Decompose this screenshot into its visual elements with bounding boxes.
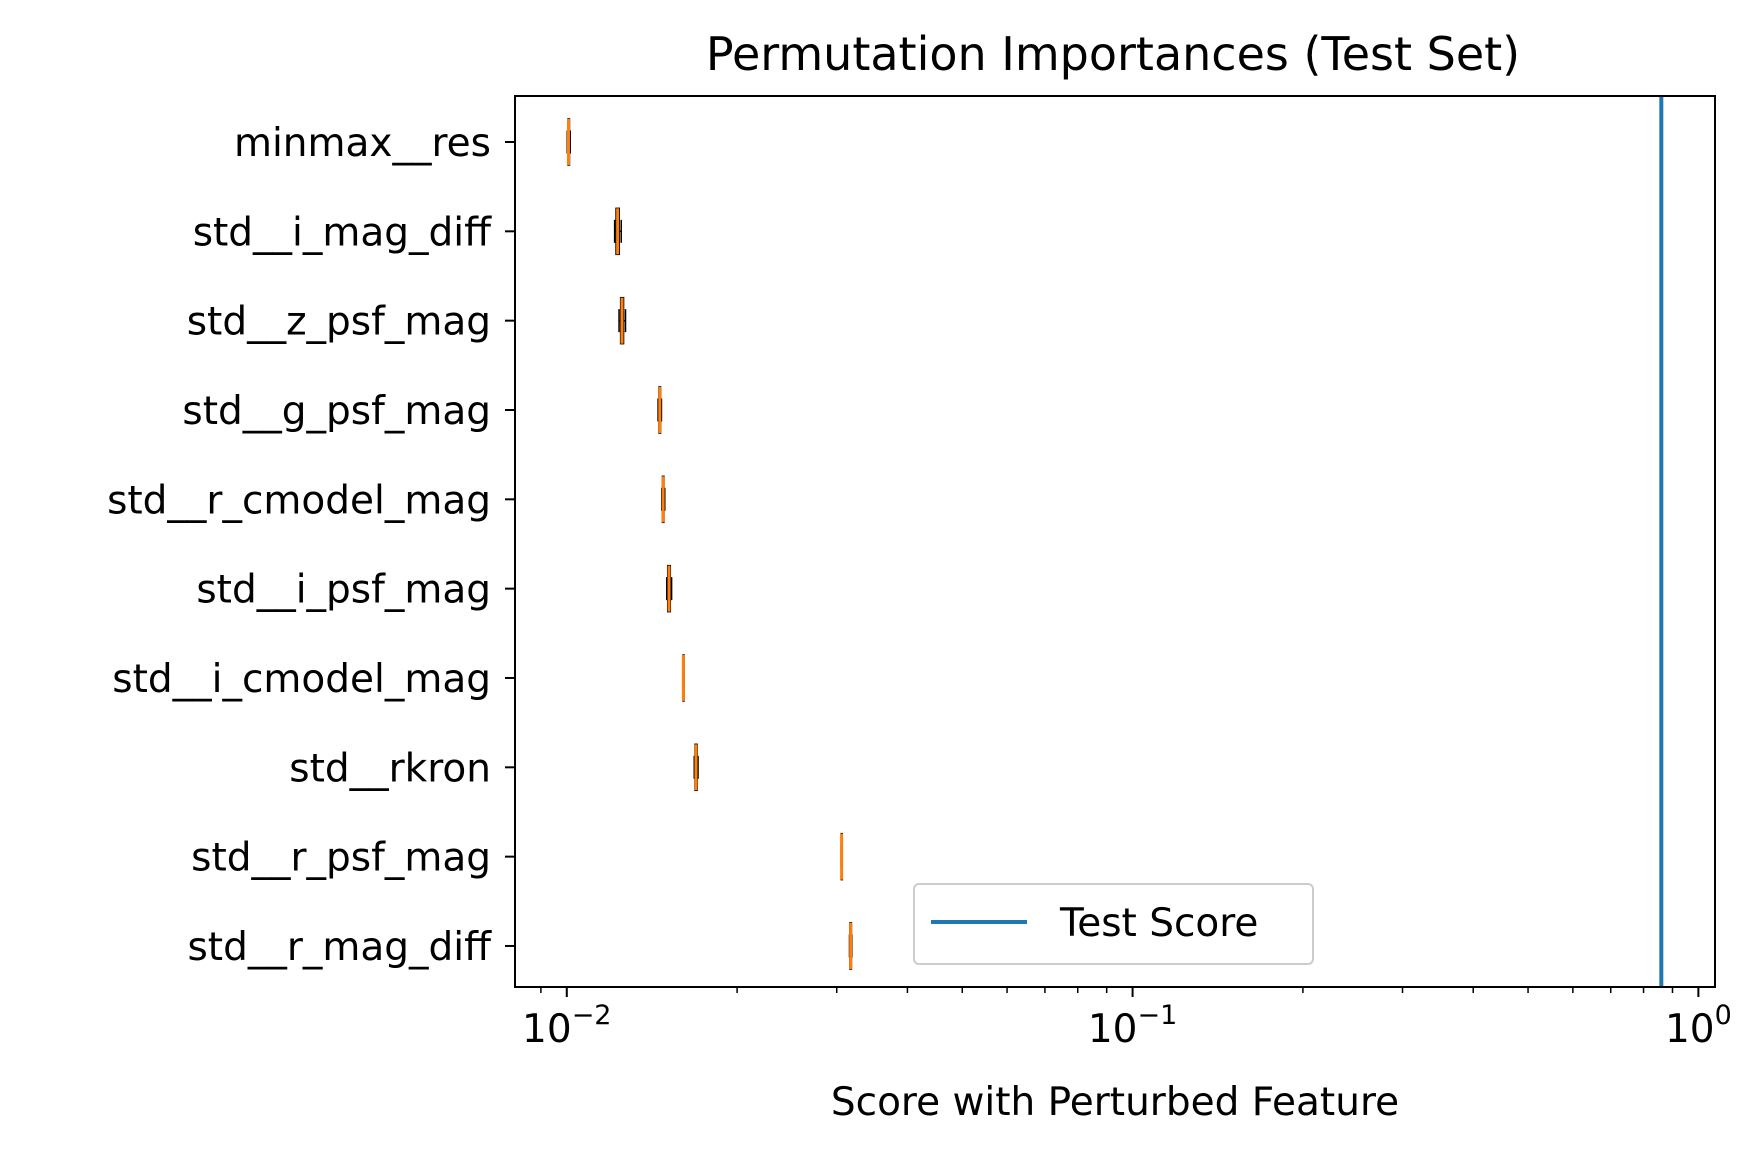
legend: Test Score <box>913 883 1314 965</box>
y-tick-label-std-i-cmodel-mag: std__i_cmodel_mag <box>112 657 491 702</box>
box-std-i-psf-mag <box>665 564 673 613</box>
legend-frame <box>913 883 1314 965</box>
x-axis-label: Score with Perturbed Feature <box>831 1080 1399 1125</box>
y-tick-label-std-rkron: std__rkron <box>289 746 491 791</box>
x-tick-label-0: 10−2 <box>522 1000 611 1052</box>
legend-label-test-score: Test Score <box>1059 901 1258 946</box>
box-std-r-cmodel-mag <box>661 475 666 524</box>
plot-area <box>566 96 1664 987</box>
y-tick-label-std-r-mag-diff: std__r_mag_diff <box>187 925 492 970</box>
y-tick-label-std-z-psf-mag: std__z_psf_mag <box>187 300 491 345</box>
y-tick-label-std-r-psf-mag: std__r_psf_mag <box>191 836 491 881</box>
y-tick-label-std-g-psf-mag: std__g_psf_mag <box>182 389 491 434</box>
box-std-g-psf-mag <box>657 386 663 434</box>
x-axis: 10−2 10−1 100 <box>522 987 1732 1052</box>
x-tick-label-2: 100 <box>1665 1000 1732 1052</box>
y-tick-label-minmax-res: minmax__res <box>234 121 491 166</box>
y-tick-label-std-i-mag-diff: std__i_mag_diff <box>193 210 492 255</box>
box-std-r-mag-diff <box>848 922 853 970</box>
box-std-rkron <box>693 743 699 792</box>
y-tick-label-std-r-cmodel-mag: std__r_cmodel_mag <box>107 478 491 523</box>
axes-frame <box>514 95 1716 988</box>
box-minmax-res <box>566 118 571 166</box>
x-tick-label-1: 10−1 <box>1088 1000 1177 1052</box>
box-std-i-cmodel-mag <box>681 654 685 702</box>
chart-title: Permutation Importances (Test Set) <box>706 27 1520 81</box>
box-std-r-psf-mag <box>840 832 844 881</box>
y-tick-label-std-i-psf-mag: std__i_psf_mag <box>196 568 491 613</box>
box-std-i-mag-diff <box>613 207 622 256</box>
box-std-z-psf-mag <box>618 296 627 345</box>
y-axis: minmax__res std__i_mag_diff std__z_psf_mag… <box>107 121 515 970</box>
